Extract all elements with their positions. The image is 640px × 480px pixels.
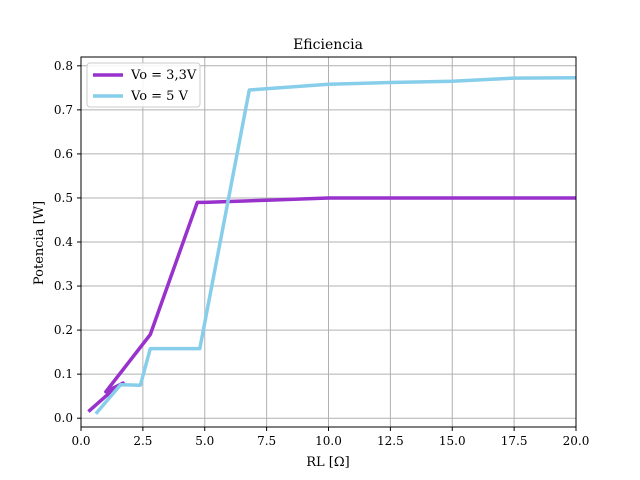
- series-lines: [87, 75, 577, 415]
- x-tick-label: 7.5: [257, 434, 276, 448]
- y-tick-label: 0.0: [54, 411, 73, 425]
- y-tick-label: 0.8: [54, 59, 73, 73]
- series-line-0: [87, 196, 576, 413]
- y-tick-label: 0.2: [54, 323, 73, 337]
- legend-label-vo-5v: Vo = 5 V: [130, 89, 189, 104]
- y-tick-label: 0.4: [54, 235, 73, 249]
- y-tick-label: 0.6: [54, 147, 73, 161]
- x-tick-label: 10.0: [315, 434, 342, 448]
- y-tick-label: 0.7: [54, 103, 73, 117]
- x-axis-label: RL [Ω]: [306, 455, 349, 470]
- y-axis-ticks: 0.0 0.1 0.2 0.3 0.4 0.5 0.6 0.7 0.8: [54, 59, 81, 425]
- legend: Vo = 3,3V Vo = 5 V: [86, 62, 201, 108]
- legend-label-vo-3-3v: Vo = 3,3V: [130, 68, 197, 83]
- y-axis-label: Potencia [W]: [32, 201, 47, 285]
- grid: [80, 57, 577, 427]
- x-tick-label: 15.0: [439, 434, 466, 448]
- y-tick-label: 0.1: [54, 367, 73, 381]
- x-tick-label: 12.5: [377, 434, 404, 448]
- x-tick-label: 0.0: [71, 434, 90, 448]
- chart-title: Eficiencia: [293, 37, 363, 53]
- x-tick-label: 2.5: [133, 434, 152, 448]
- series-line-1: [94, 75, 577, 415]
- y-tick-label: 0.3: [54, 279, 73, 293]
- x-tick-label: 5.0: [195, 434, 214, 448]
- y-tick-label: 0.5: [54, 191, 73, 205]
- x-axis-ticks: 0.0 2.5 5.0 7.5 10.0 12.5 15.0 17.5 20.0: [71, 427, 589, 448]
- x-tick-label: 17.5: [501, 434, 528, 448]
- x-tick-label: 20.0: [563, 434, 590, 448]
